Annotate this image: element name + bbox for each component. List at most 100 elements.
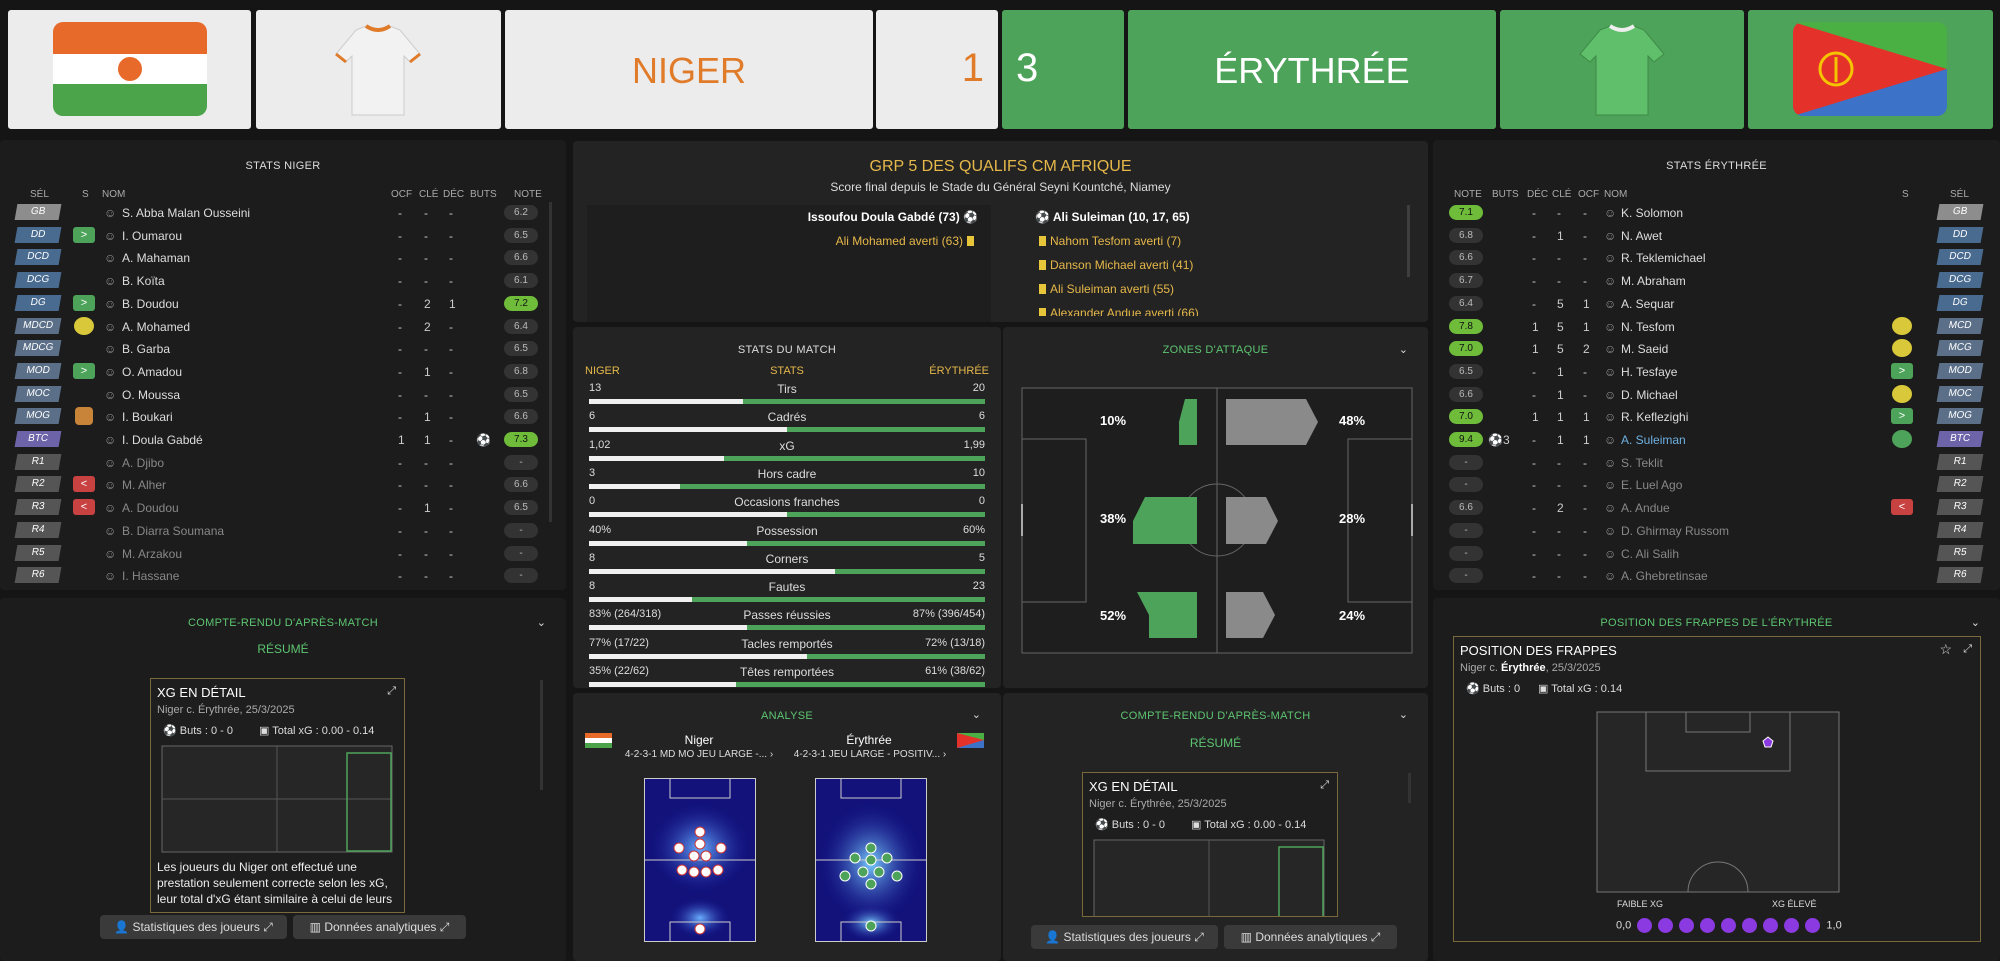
table-row[interactable]: MOD > ☺ O. Amadou - 1 - 6.8 — [0, 360, 566, 383]
table-row[interactable]: 7.0 1 5 2 ☺ M. Saeid MCG — [1433, 337, 2000, 360]
person-icon: ☺ — [1604, 296, 1617, 311]
table-row[interactable]: R2 < ☺ M. Alher - - - 6.6 — [0, 473, 566, 496]
home-team-name: NIGER — [631, 50, 746, 91]
col-dec[interactable]: DÉC — [443, 189, 465, 200]
analysis-home-formation[interactable]: 4-2-3-1 MD MO JEU LARGE -... › — [624, 749, 774, 760]
col-dec[interactable]: DÉC — [1527, 189, 1549, 200]
col-buts[interactable]: BUTS — [1492, 189, 1519, 200]
position-badge: R1 — [14, 453, 62, 470]
rating-badge: - — [504, 545, 538, 561]
table-row[interactable]: GB ☺ S. Abba Malan Ousseini - - - 6.2 — [0, 201, 566, 224]
table-row[interactable]: R4 ☺ B. Diarra Soumana - - - - — [0, 519, 566, 542]
rating-badge: 6.6 — [504, 477, 538, 493]
col-note[interactable]: NOTE — [514, 189, 542, 200]
col-buts[interactable]: BUTS — [470, 189, 497, 200]
rating-badge: 7.8 — [1449, 318, 1483, 334]
stat-home-value: 6 — [589, 410, 596, 423]
analysis-panel: ANALYSE ⌄ Niger 4-2-3-1 MD MO JEU LARGE … — [573, 693, 1001, 961]
analysis-away-formation[interactable]: 4-2-3-1 JEU LARGE - POSITIV... › — [793, 749, 947, 760]
table-row[interactable]: DCD ☺ A. Mahaman - - - 6.6 — [0, 246, 566, 269]
xg-card-sub: Niger c. Érythrée, 25/3/2025 — [157, 704, 295, 716]
table-row[interactable]: 7.8 1 5 1 ☺ N. Tesfom MCD — [1433, 315, 2000, 338]
xg-goals: ⚽ Buts : 0 - 0 — [163, 725, 233, 737]
table-row[interactable]: R1 ☺ A. Djibo - - - - — [0, 451, 566, 474]
table-row[interactable]: DCG ☺ B. Koïta - - - 6.1 — [0, 269, 566, 292]
star-icon[interactable]: ☆ — [1939, 641, 1952, 657]
stat-ocf: - — [398, 410, 402, 425]
rating-badge: 6.5 — [1449, 363, 1483, 379]
yellow-card-icon — [1039, 284, 1046, 294]
table-row[interactable]: MDCG ☺ B. Garba - - - 6.5 — [0, 337, 566, 360]
table-row[interactable]: 9.4 ⚽ 3 - 1 1 ☺ A. Suleiman BTC — [1433, 428, 2000, 451]
col-s[interactable]: S — [1902, 189, 1909, 200]
stat-cle: - — [424, 523, 428, 538]
table-row[interactable]: 6.5 - 1 - ☺ H. Tesfaye > MOD — [1433, 360, 2000, 383]
table-row[interactable]: 6.8 - 1 - ☺ N. Awet DD — [1433, 224, 2000, 247]
ball-icon: ⚽ — [1488, 433, 1503, 447]
table-row[interactable]: - - - - ☺ A. Ghebretinsae R6 — [1433, 564, 2000, 587]
analytics-button[interactable]: ▥ Données analytiques ⤢ — [293, 915, 466, 939]
chevron-down-icon[interactable]: ⌄ — [1398, 709, 1408, 721]
table-row[interactable]: DD > ☺ I. Oumarou - - - 6.5 — [0, 224, 566, 247]
table-row[interactable]: R6 ☺ I. Hassane - - - - — [0, 564, 566, 587]
tab-resume[interactable]: RÉSUMÉ — [257, 642, 309, 656]
expand-icon[interactable]: ⤢ — [387, 685, 396, 697]
col-ocf[interactable]: OCF — [1578, 189, 1600, 200]
table-row[interactable]: 6.6 - - - ☺ R. Teklemichael DCD — [1433, 246, 2000, 269]
table-row[interactable]: 6.7 - - - ☺ M. Abraham DCG — [1433, 269, 2000, 292]
away-team-name: ÉRYTHRÉE — [1214, 50, 1410, 91]
chevron-down-icon[interactable]: ⌄ — [971, 709, 981, 721]
col-cle[interactable]: CLÉ — [419, 189, 439, 200]
table-row[interactable]: - - - - ☺ E. Luel Ago R2 — [1433, 473, 2000, 496]
table-row[interactable]: 6.4 - 5 1 ☺ A. Sequar DG — [1433, 292, 2000, 315]
stat-bar — [589, 483, 985, 489]
stat-cle: 1 — [424, 433, 431, 447]
analytics-button[interactable]: ▥ Données analytiques ⤢ — [1224, 925, 1397, 949]
col-nom[interactable]: NOM — [1604, 189, 1628, 200]
col-sel[interactable]: SÉL — [1950, 189, 1969, 200]
col-s[interactable]: S — [82, 189, 89, 200]
chevron-down-icon[interactable]: ⌄ — [536, 617, 546, 629]
tab-resume[interactable]: RÉSUMÉ — [1189, 736, 1242, 750]
chevron-down-icon[interactable]: ⌄ — [1970, 617, 1980, 629]
chevron-down-icon[interactable]: ⌄ — [1398, 344, 1408, 356]
position-badge: MOG — [14, 408, 62, 425]
table-row[interactable]: MDCD ☺ A. Mohamed - 2 - 6.4 — [0, 315, 566, 338]
col-note[interactable]: NOTE — [1454, 189, 1482, 200]
table-row[interactable]: BTC ☺ I. Doula Gabdé 1 1 - ⚽ 7.3 — [0, 428, 566, 451]
xg-card-sub: Niger c. Érythrée, 25/3/2025 — [1089, 798, 1227, 810]
table-row[interactable]: R5 ☺ M. Arzakou - - - - — [0, 542, 566, 565]
niger-stats-title: STATS NIGER — [245, 160, 321, 172]
table-row[interactable]: MOG ☺ I. Boukari - 1 - 6.6 — [0, 405, 566, 428]
position-badge: R2 — [14, 476, 62, 493]
table-row[interactable]: 7.0 1 1 1 ☺ R. Keflezighi > MOG — [1433, 405, 2000, 428]
col-nom[interactable]: NOM — [102, 189, 126, 200]
col-sel[interactable]: SÉL — [30, 189, 49, 200]
table-row[interactable]: MOC ☺ O. Moussa - - - 6.5 — [0, 383, 566, 406]
col-cle[interactable]: CLÉ — [1552, 189, 1572, 200]
stat-ocf: - — [398, 546, 402, 561]
table-row[interactable]: - - - - ☺ S. Teklit R1 — [1433, 451, 2000, 474]
col-ocf[interactable]: OCF — [391, 189, 413, 200]
table-row[interactable]: DG > ☺ B. Doudou - 2 1 7.2 — [0, 292, 566, 315]
player-stats-button[interactable]: 👤 Statistiques des joueurs ⤢ — [100, 915, 287, 939]
match-summary-panel: GRP 5 DES QUALIFS CM AFRIQUE Score final… — [573, 141, 1428, 322]
table-row[interactable]: - - - - ☺ C. Ali Salih R5 — [1433, 542, 2000, 565]
expand-icon[interactable]: ⤢ — [1320, 779, 1329, 791]
away-bar — [735, 682, 985, 687]
table-row[interactable]: R3 < ☺ A. Doudou - 1 - 6.5 — [0, 496, 566, 519]
table-row[interactable]: 6.6 - 2 - ☺ A. Andue < R3 — [1433, 496, 2000, 519]
home-score: 1 — [961, 46, 984, 90]
rating-badge: - — [1449, 568, 1483, 584]
expand-icon[interactable]: ⤢ — [1963, 643, 1972, 655]
table-row[interactable]: 7.1 - - - ☺ K. Solomon GB — [1433, 201, 2000, 224]
home-zone-top: 10% — [1100, 413, 1127, 428]
player-stats-button[interactable]: 👤 Statistiques des joueurs ⤢ — [1031, 925, 1218, 949]
table-row[interactable]: 6.6 - 1 - ☺ D. Michael MOC — [1433, 383, 2000, 406]
stat-bar — [589, 568, 985, 574]
stat-away-value: 6 — [978, 410, 985, 423]
table-row[interactable]: - - - - ☺ D. Ghirmay Russom R4 — [1433, 519, 2000, 542]
match-stat-row: 35% (22/62) Têtes remportées 61% (38/62) — [589, 665, 985, 688]
post-match-report-mid: COMPTE-RENDU D'APRÈS-MATCH ⌄ RÉSUMÉ XG E… — [1003, 693, 1428, 961]
stat-dec: - — [1532, 546, 1536, 561]
